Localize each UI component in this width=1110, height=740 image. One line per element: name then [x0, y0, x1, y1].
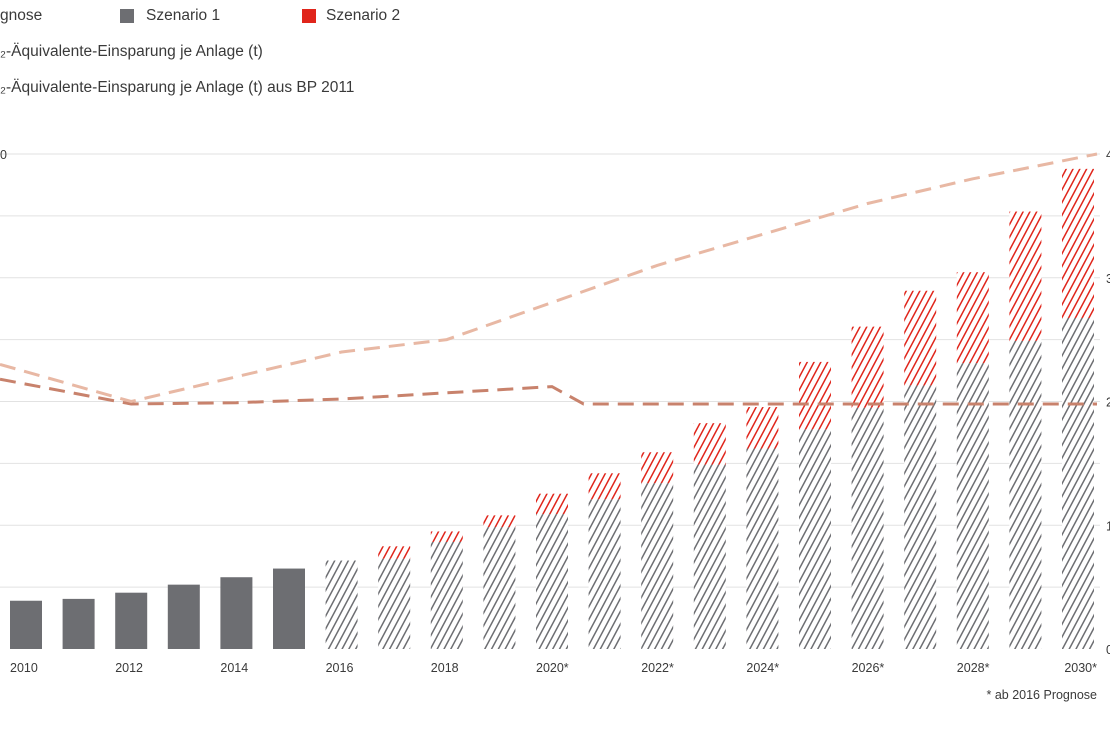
x-tick-label: 2010 — [10, 661, 38, 675]
bar-szenario-1 — [1009, 340, 1042, 649]
y-tick-label-right: 4 — [1106, 148, 1110, 162]
bar-szenario-2 — [483, 515, 516, 528]
bar-szenario-2 — [799, 361, 831, 430]
x-tick-label: 2030* — [1064, 661, 1097, 675]
bar-szenario-1 — [273, 568, 305, 649]
bar-szenario-2 — [430, 531, 463, 542]
x-tick-label: 2024* — [746, 661, 779, 675]
footnote: * ab 2016 Prognose — [986, 688, 1097, 702]
legend-swatch-red — [302, 9, 316, 23]
x-tick-label: 2026* — [852, 661, 885, 675]
bar-szenario-2 — [536, 493, 568, 515]
x-tick-label: 2014 — [220, 661, 248, 675]
bar-szenario-2 — [904, 290, 937, 386]
bar-szenario-1 — [746, 448, 779, 649]
bar-szenario-2 — [588, 473, 621, 500]
bar-szenario-1 — [325, 560, 358, 649]
bars — [10, 168, 1094, 649]
grid-lines — [0, 153, 1100, 588]
bar-szenario-1 — [483, 527, 516, 649]
y-tick-label-left: 0 — [0, 148, 7, 162]
x-tick-label: 2012 — [115, 661, 143, 675]
bar-szenario-1 — [167, 584, 200, 649]
bar-szenario-1 — [220, 577, 253, 649]
legend-label: Szenario 1 — [146, 7, 221, 24]
x-tick-label: 2018 — [431, 661, 459, 675]
y-tick-label-right: 2 — [1106, 396, 1110, 410]
legend-label: Szenario 2 — [326, 7, 401, 24]
bar-szenario-1 — [430, 541, 463, 649]
bar-szenario-1 — [904, 385, 937, 649]
y-tick-label-right: 0 — [1106, 643, 1110, 657]
bar-szenario-1 — [1062, 317, 1094, 649]
bar-szenario-1 — [10, 600, 42, 649]
bar-szenario-2 — [641, 452, 674, 484]
legend-label: gnose — [0, 7, 43, 24]
x-tick-label: 2016 — [326, 661, 354, 675]
bar-szenario-1 — [693, 464, 726, 649]
bar-szenario-1 — [799, 429, 831, 649]
x-tick-label: 2028* — [957, 661, 990, 675]
legend-label: ₂-Äquivalente-Einsparung je Anlage (t) a… — [0, 79, 355, 96]
bar-szenario-1 — [378, 558, 411, 649]
x-tick-label: 2020* — [536, 661, 569, 675]
bar-szenario-1 — [588, 499, 621, 649]
line-einsparung-bp-2011 — [0, 152, 1098, 404]
bar-szenario-2 — [1062, 168, 1094, 318]
bar-szenario-1 — [536, 514, 568, 649]
bar-szenario-2 — [746, 407, 779, 449]
lines — [0, 152, 1098, 406]
bar-szenario-1 — [851, 407, 884, 649]
bar-szenario-2 — [851, 326, 884, 408]
bar-szenario-2 — [1009, 211, 1042, 341]
legend-label: ₂-Äquivalente-Einsparung je Anlage (t) — [0, 43, 263, 60]
axis-labels: 2010 2012 2014 2016 2018 2020* 2022* 2024* 2026*… — [0, 148, 1110, 675]
legend-swatch-gray — [120, 9, 134, 23]
bar-szenario-1 — [62, 598, 95, 649]
y-tick-label-right: 3 — [1106, 272, 1110, 286]
bar-szenario-2 — [693, 423, 726, 465]
bar-szenario-2 — [956, 272, 989, 364]
y-tick-label-right: 1 — [1106, 519, 1110, 533]
bar-szenario-1 — [641, 483, 674, 649]
bar-szenario-1 — [115, 592, 148, 649]
bar-szenario-2 — [378, 546, 411, 559]
x-tick-label: 2022* — [641, 661, 674, 675]
bar-szenario-1 — [956, 363, 989, 649]
